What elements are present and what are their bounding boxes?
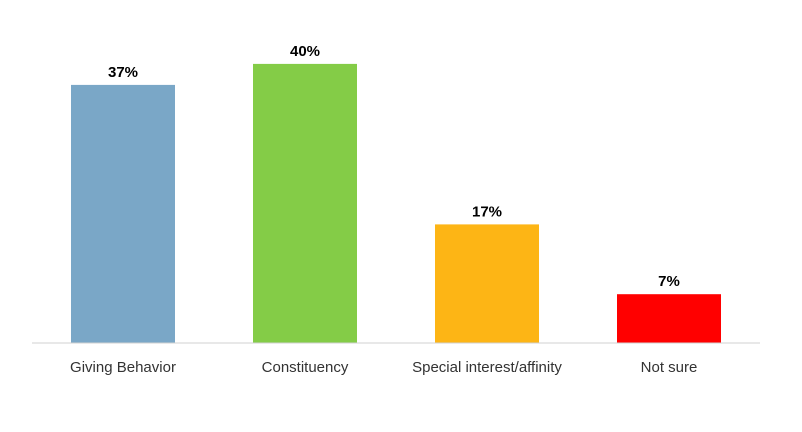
- bar-giving-behavior: [71, 84, 175, 344]
- bar-not-sure: [617, 294, 721, 343]
- value-label-special-interest-affinity: 17%: [472, 203, 502, 220]
- category-label-constituency: Constituency: [262, 359, 349, 376]
- category-label-special-interest-affinity: Special interest/affinity: [412, 359, 562, 376]
- value-label-constituency: 40%: [290, 43, 320, 60]
- bar-special-interest-affinity: [435, 224, 539, 343]
- category-label-not-sure: Not sure: [641, 359, 698, 376]
- category-labels-group: Giving Behavior Constituency Special inter…: [70, 359, 697, 376]
- value-labels-group: 37% 40% 17% 7%: [108, 43, 680, 290]
- bar-constituency: [253, 63, 357, 344]
- value-label-not-sure: 7%: [658, 273, 680, 290]
- category-label-giving-behavior: Giving Behavior: [70, 359, 176, 376]
- bars-group: [71, 63, 721, 344]
- value-label-giving-behavior: 37%: [108, 64, 138, 81]
